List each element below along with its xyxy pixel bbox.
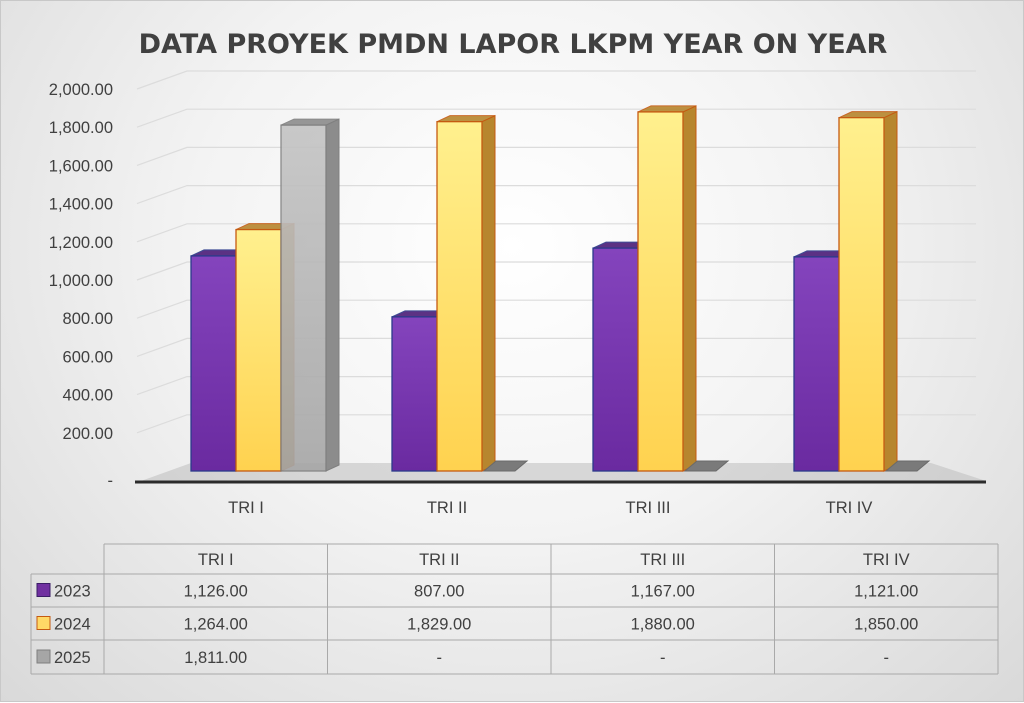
bars (190, 105, 931, 472)
table-value-cell: - (660, 649, 666, 667)
table-value-cell: - (437, 649, 443, 667)
table-value-cell: 1,811.00 (184, 649, 247, 667)
y-tick-label: - (108, 472, 114, 490)
table-value-cell: 1,167.00 (631, 583, 695, 601)
table-value-cell: 1,850.00 (854, 616, 918, 634)
bar-2023-TRI IV (793, 256, 840, 472)
x-tick-label: TRI IV (826, 499, 873, 517)
legend-label-2025: 2025 (54, 649, 91, 667)
table-value-cell: 1,121.00 (854, 583, 918, 601)
y-tick-label: 800.00 (63, 310, 113, 328)
y-tick-label: 1,800.00 (49, 119, 113, 137)
bar-side-2024-TRI III (682, 105, 697, 472)
y-tick-label: 1,600.00 (49, 157, 113, 175)
gridline (136, 146, 976, 166)
legend-swatch-2025 (36, 649, 51, 664)
bar-2025-TRI I (280, 124, 327, 472)
table-value-cell: 1,880.00 (631, 616, 695, 634)
bar-2023-TRI III (592, 247, 639, 472)
bar-zero-2025-TRI II (482, 460, 529, 472)
table-value-cell: 1,264.00 (184, 616, 248, 634)
bar-2024-TRI II (436, 121, 483, 472)
x-tick-label: TRI II (427, 499, 467, 517)
table-value-cell: 1,126.00 (184, 583, 248, 601)
x-axis-labels: TRI I TRI II TRI III TRI IV (228, 499, 872, 517)
gridline (136, 185, 976, 205)
y-tick-label: 1,000.00 (49, 272, 113, 290)
table-value-cell: - (884, 649, 890, 667)
legend-swatch-2023 (36, 583, 51, 597)
table-value-cell: 807.00 (414, 583, 464, 601)
x-tick-label: TRI I (228, 499, 264, 517)
y-tick-label: 600.00 (63, 348, 113, 366)
gridline (136, 414, 976, 434)
bar-zero-2025-TRI III (683, 460, 730, 472)
y-tick-label: 200.00 (63, 425, 113, 443)
gridline (136, 261, 976, 281)
bar-2024-TRI IV (838, 117, 885, 472)
gridline (136, 376, 976, 396)
bar-2024-TRI III (637, 111, 684, 472)
legend-swatch-2024 (36, 616, 51, 630)
gridlines (136, 70, 976, 434)
gridline (136, 70, 976, 90)
table-header-cell: TRI II (419, 551, 459, 569)
chart-title: DATA PROYEK PMDN LAPOR LKPM YEAR ON YEAR (139, 29, 888, 60)
floor-plane (141, 463, 986, 481)
bar-2024-TRI I (235, 228, 282, 472)
chart-floor (135, 463, 986, 484)
y-tick-label: 2,000.00 (49, 81, 113, 99)
gridline (136, 223, 976, 243)
bar-side-2024-TRI IV (883, 110, 898, 472)
legend-label-2024: 2024 (54, 616, 91, 634)
gridline (136, 299, 976, 319)
bar-2023-TRI I (190, 255, 237, 472)
data-table: TRI I TRI II TRI III TRI IV 2023 1,126.00 807.… (30, 543, 999, 675)
y-axis-labels: - 200.00 400.00 600.00 800.00 1,000.00 1,200.0… (49, 81, 113, 490)
gridline (136, 337, 976, 357)
bar-2023-TRI II (391, 316, 438, 472)
table-value-cell: 1,829.00 (407, 616, 471, 634)
table-header-cell: TRI III (640, 551, 685, 569)
y-tick-label: 1,200.00 (49, 234, 113, 252)
bar-side-2025-TRI I (325, 118, 340, 472)
table-header-cell: TRI I (198, 551, 234, 569)
bar-side-2024-TRI II (481, 114, 496, 472)
x-tick-label: TRI III (626, 499, 671, 517)
table-header-cell: TRI IV (863, 551, 910, 569)
gridline (136, 108, 976, 128)
legend-label-2023: 2023 (54, 583, 91, 601)
y-tick-label: 1,400.00 (49, 196, 113, 214)
bar-zero-2025-TRI IV (884, 460, 931, 472)
y-tick-label: 400.00 (63, 387, 113, 405)
